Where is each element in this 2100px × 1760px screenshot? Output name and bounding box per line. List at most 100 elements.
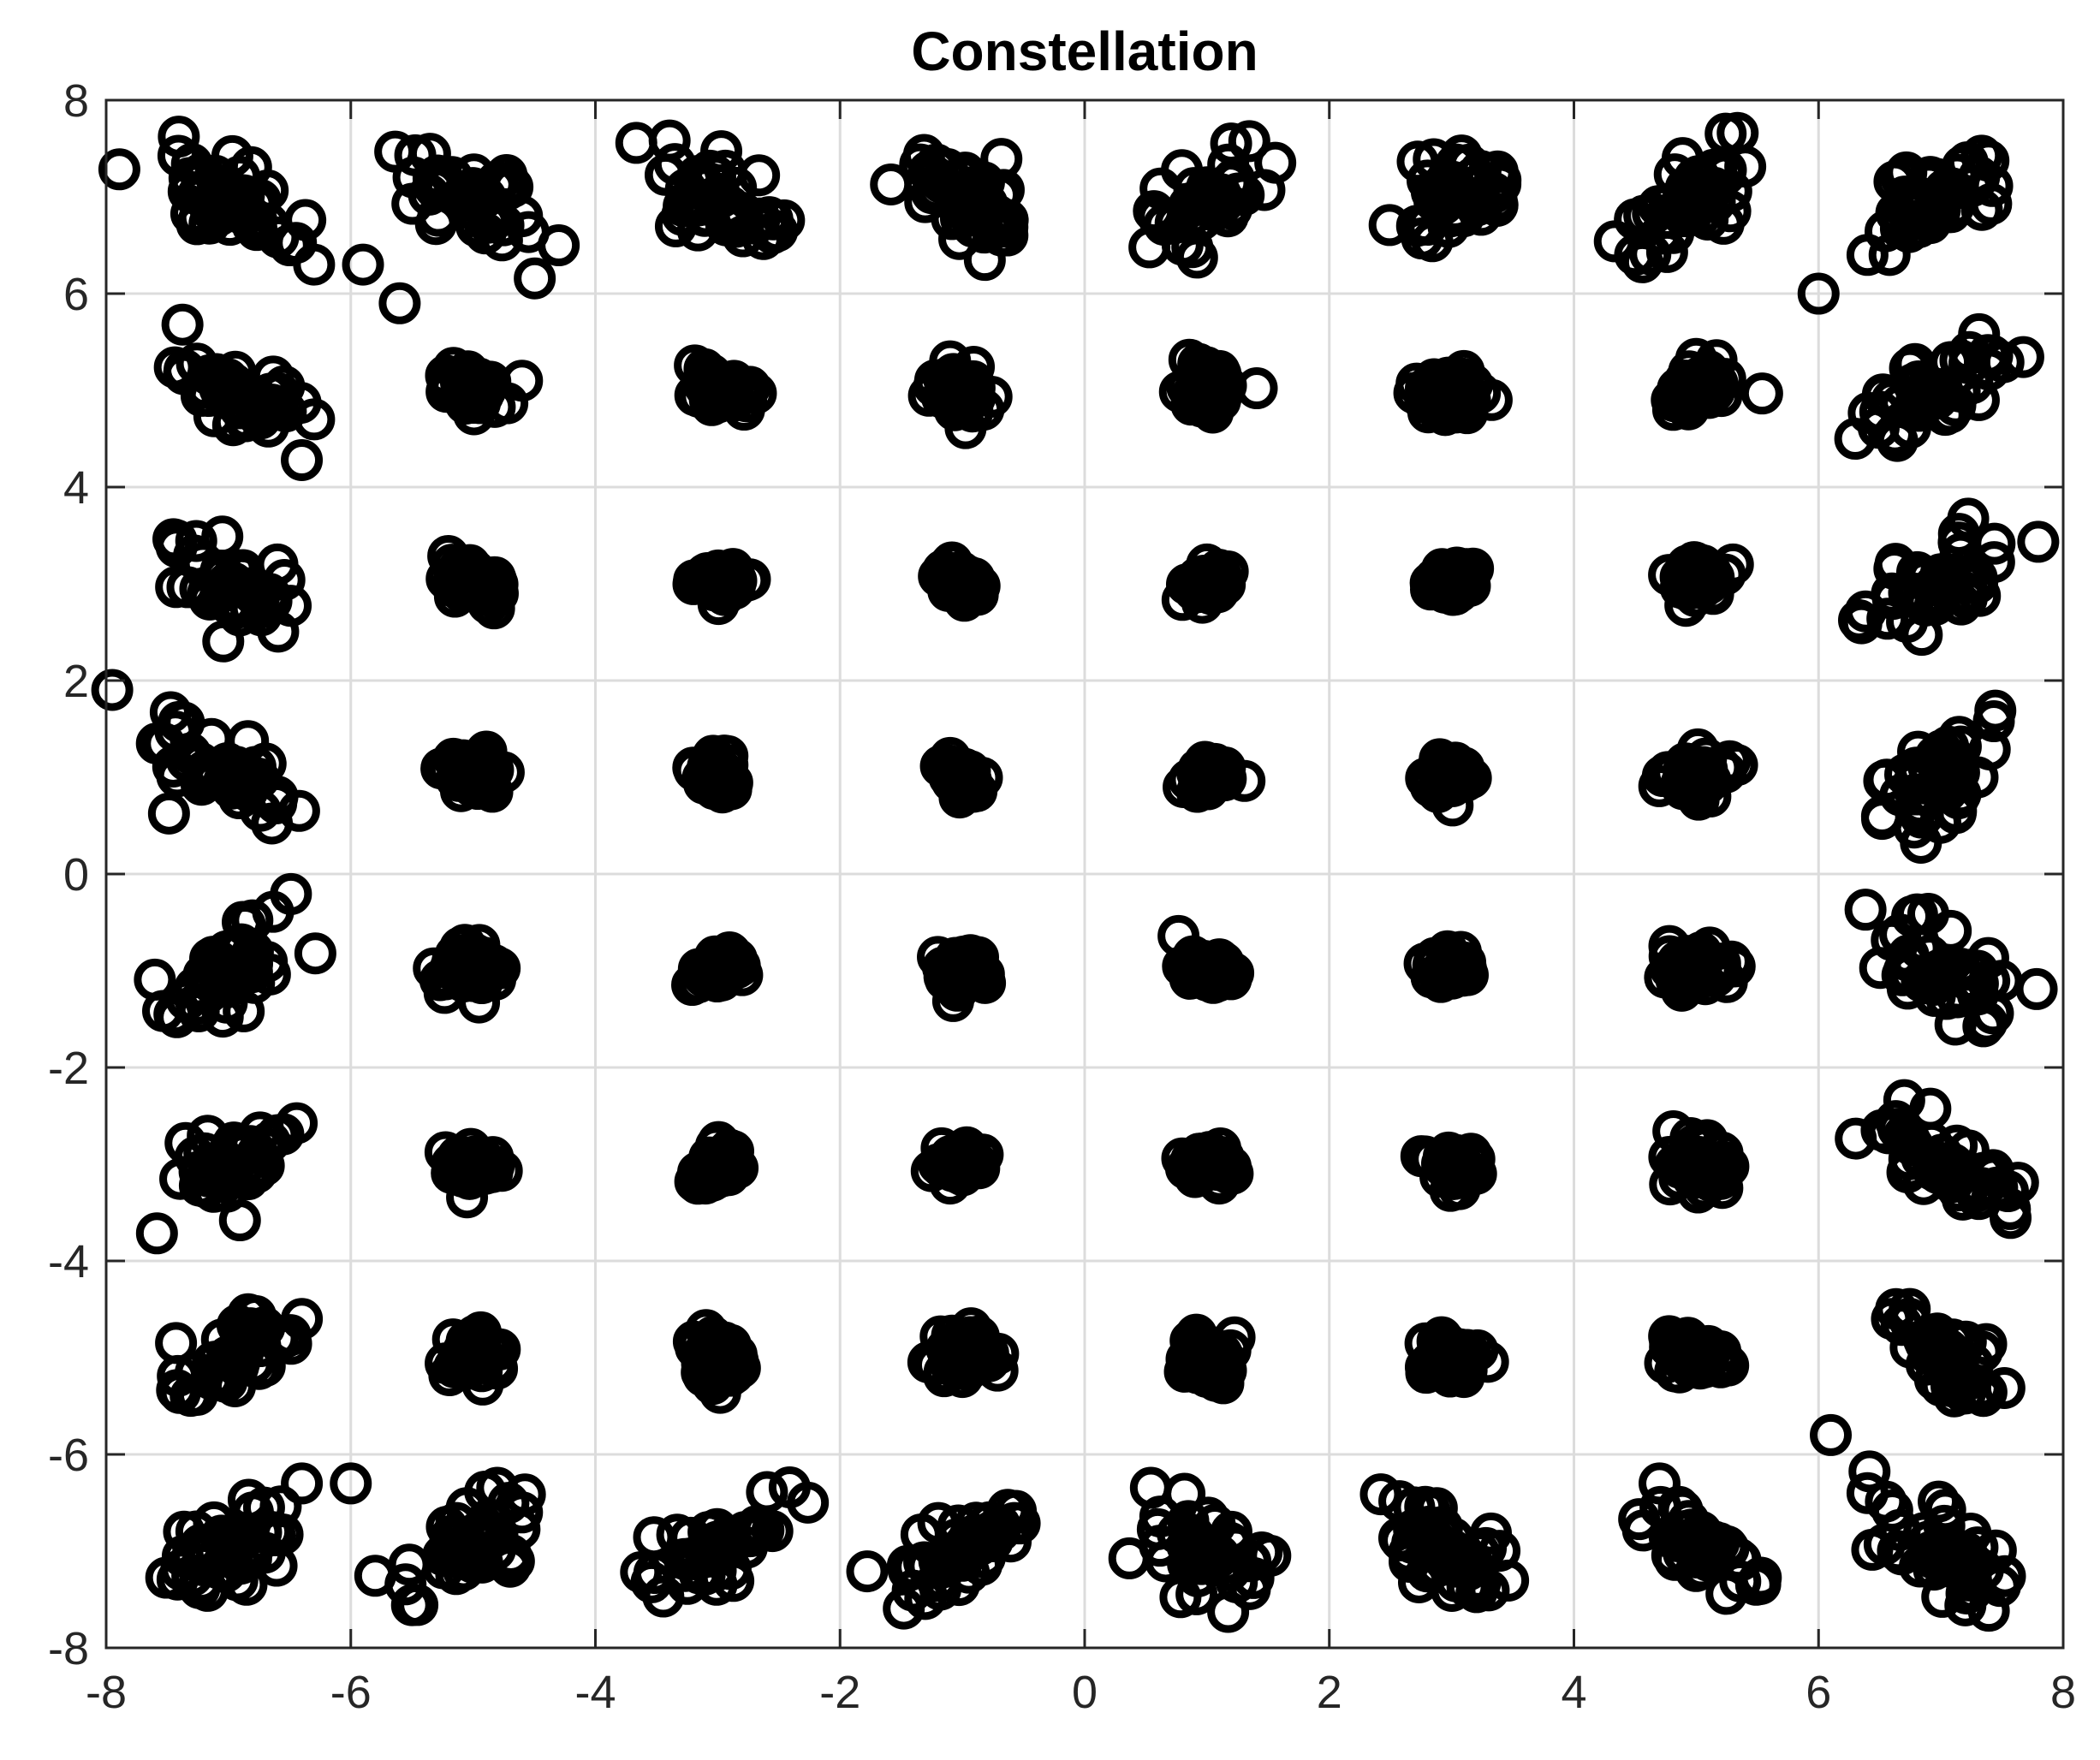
data-point <box>1359 1473 1402 1516</box>
data-point <box>2017 520 2060 563</box>
y-tick-label: 2 <box>63 656 89 707</box>
data-point <box>1704 153 1746 196</box>
data-point <box>1897 730 1940 773</box>
data-point <box>1918 1480 1960 1523</box>
data-point <box>91 669 134 711</box>
cluster-core <box>940 1142 985 1186</box>
data-point <box>1651 1317 1693 1359</box>
cluster-core <box>1429 1142 1474 1186</box>
data-point <box>281 1298 324 1341</box>
data-point <box>452 1336 495 1379</box>
data-point <box>1467 1569 1510 1612</box>
data-point <box>166 566 209 609</box>
data-point <box>170 193 212 235</box>
data-point <box>684 349 727 392</box>
data-point <box>231 205 274 247</box>
data-point <box>1931 1143 1974 1186</box>
data-point <box>256 389 299 431</box>
data-point <box>986 1489 1029 1531</box>
data-point <box>1443 553 1485 596</box>
data-point <box>195 949 238 992</box>
data-point <box>1651 378 1693 421</box>
data-point <box>1972 700 2015 743</box>
data-point <box>135 1212 178 1255</box>
data-point <box>1919 1327 1962 1370</box>
data-point <box>464 175 507 218</box>
data-point <box>1406 1510 1449 1553</box>
data-point <box>1895 746 1938 789</box>
cluster-core <box>450 948 496 993</box>
data-point <box>98 148 140 191</box>
data-point <box>1919 553 1962 596</box>
data-point <box>1740 372 1783 415</box>
data-point <box>1210 185 1252 228</box>
data-point <box>256 1114 299 1156</box>
data-point <box>354 1555 396 1597</box>
cluster-core <box>1919 175 1964 219</box>
data-point <box>684 1162 727 1205</box>
data-point <box>1740 1556 1782 1599</box>
data-point <box>330 1462 372 1505</box>
data-point <box>1443 949 1485 992</box>
data-point <box>1900 796 1942 839</box>
data-point <box>149 691 192 734</box>
data-point <box>1639 1462 1681 1505</box>
data-point <box>231 1152 274 1195</box>
data-point <box>538 224 580 266</box>
data-points <box>91 111 2060 1633</box>
data-point <box>1623 194 1666 237</box>
data-point <box>207 562 250 605</box>
data-point <box>157 1354 199 1397</box>
data-point <box>1163 1472 1206 1515</box>
data-point <box>157 134 199 177</box>
y-tick-label: 8 <box>63 75 89 127</box>
data-point <box>1846 234 1889 276</box>
cluster-core <box>1184 948 1229 993</box>
data-point <box>1972 992 2014 1035</box>
data-point <box>1931 756 1974 799</box>
y-tick-labels: -8 -6 -4 -2 0 2 4 6 8 <box>48 75 89 1674</box>
cluster-core <box>695 948 741 993</box>
data-point <box>1984 1555 2026 1597</box>
data-point <box>1956 756 1999 799</box>
data-point <box>1378 1480 1421 1523</box>
data-point <box>941 156 984 199</box>
data-point <box>156 1558 199 1601</box>
data-point <box>1210 1510 1252 1553</box>
data-point <box>147 792 190 835</box>
data-point <box>501 1491 544 1534</box>
data-point <box>1614 234 1657 276</box>
cluster-core <box>450 1529 496 1573</box>
data-point <box>231 1491 274 1534</box>
data-point <box>270 872 312 915</box>
data-point <box>1956 949 1999 992</box>
data-point <box>1404 202 1447 245</box>
data-point <box>1921 1575 1964 1618</box>
data-point <box>378 282 421 324</box>
cluster-core <box>940 562 985 606</box>
data-point <box>1186 1539 1228 1582</box>
data-point <box>894 1546 937 1589</box>
cluster-core <box>1429 175 1474 219</box>
data-point <box>684 553 727 596</box>
data-point <box>929 736 972 779</box>
data-point <box>1797 272 1840 315</box>
data-point <box>1983 1366 2026 1409</box>
x-tick-labels: -8 -6 -4 -2 0 2 4 6 8 <box>86 1667 2076 1718</box>
data-point <box>1228 120 1270 163</box>
data-point <box>180 1561 223 1603</box>
data-point <box>966 185 1008 228</box>
data-point <box>1871 572 1913 615</box>
data-point <box>1966 334 2009 377</box>
data-point <box>1934 1003 1977 1046</box>
data-point <box>153 346 196 389</box>
x-tick-label: -6 <box>330 1667 372 1718</box>
x-tick-label: 8 <box>2050 1667 2076 1718</box>
data-point <box>1711 543 1754 586</box>
data-point <box>1699 746 1742 789</box>
data-point <box>231 930 274 972</box>
data-point <box>231 572 274 615</box>
data-point <box>1965 1323 2008 1365</box>
data-point <box>1186 543 1228 586</box>
y-tick-label: 6 <box>63 269 89 320</box>
